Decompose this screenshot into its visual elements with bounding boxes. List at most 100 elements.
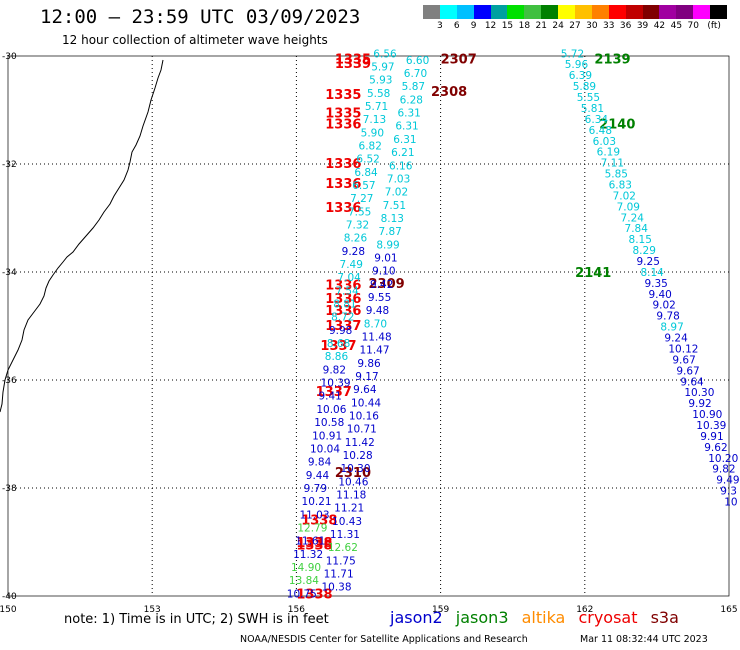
x-tick-label: 156 <box>288 605 305 615</box>
wave-height-value: 8.86 <box>325 351 349 363</box>
track-time-label: 1338 <box>296 587 332 602</box>
wave-height-value: 8.29 <box>633 245 656 257</box>
wave-height-value: 11.75 <box>326 555 356 567</box>
wave-height-value: 9.67 <box>676 365 699 377</box>
legend-label: 27 <box>569 21 581 31</box>
track-time-label: 1336 <box>325 278 361 293</box>
wave-height-value: 5.81 <box>581 103 604 115</box>
legend-label: 70 <box>687 21 699 31</box>
wave-height-value: 9.98 <box>329 325 352 337</box>
wave-height-value: 10.71 <box>347 424 377 436</box>
wave-height-value: 8.68 <box>327 338 350 350</box>
wave-height-value: 7.55 <box>348 206 371 218</box>
sat-cryosat: cryosat <box>578 608 638 627</box>
wave-height-value: 7.54 <box>335 285 359 297</box>
wave-height-value: 9.49 <box>716 475 739 487</box>
wave-height-value: 13.84 <box>289 575 319 587</box>
wave-height-value: 5.55 <box>577 92 600 104</box>
wave-height-value: 9.17 <box>355 371 378 383</box>
track-time-label: 1336 <box>325 118 361 133</box>
sat-jason2: jason2 <box>390 608 443 627</box>
wave-height-value: 7.51 <box>383 200 406 212</box>
legend-label: 24 <box>552 21 564 31</box>
wave-height-value: 11.18 <box>336 490 366 502</box>
wave-height-value: 10.12 <box>668 343 698 355</box>
wave-height-value: 6.21 <box>391 147 414 159</box>
wave-height-value: 8.15 <box>629 234 652 246</box>
wave-height-value: 7.02 <box>385 187 408 199</box>
wave-height-value: 8.72 <box>331 312 354 324</box>
y-tick-label: -34 <box>2 268 17 278</box>
map-frame <box>7 55 730 597</box>
wave-height-value: 10.58 <box>314 417 344 429</box>
axis-tick-labels: 150 153 156 159 162 165 -30 -32 -34 -36 -38 -40 <box>0 52 738 615</box>
wave-height-value: 9.64 <box>353 384 377 396</box>
track-time-label: 1335 <box>325 88 361 103</box>
legend-label: 30 <box>586 21 598 31</box>
x-tick-label: 162 <box>576 605 593 615</box>
wave-height-value: 10.20 <box>708 453 738 465</box>
wave-height-value: 9.91 <box>700 431 723 443</box>
australia-coastline <box>0 59 164 413</box>
wave-height-value: 8.26 <box>344 233 368 245</box>
wave-height-value: 9.82 <box>712 464 735 476</box>
wave-height-value: 11.47 <box>359 345 389 357</box>
chart-title: 12:00 – 23:59 UTC 03/09/2023 <box>40 6 361 28</box>
wave-height-value: 10.39 <box>696 420 726 432</box>
wave-height-value: 5.97 <box>371 61 394 73</box>
wave-height-value: 10.90 <box>692 409 722 421</box>
wave-height-value: 6.70 <box>404 68 427 80</box>
wave-height-value: 9.86 <box>357 358 381 370</box>
wave-height-value: 9.35 <box>644 278 667 290</box>
wave-height-value: 7.24 <box>621 212 645 224</box>
wave-height-value: 9.92 <box>688 398 711 410</box>
wave-height-value: 10.43 <box>332 516 362 528</box>
wave-height-value: 6.60 <box>406 55 429 67</box>
legend-swatch-15 <box>676 5 694 19</box>
wave-height-value: 10.38 <box>321 582 351 594</box>
y-tick-label: -30 <box>2 52 17 62</box>
wave-height-value: 10.21 <box>302 496 332 508</box>
wave-height-value: 11.21 <box>334 503 364 515</box>
track-time-label: 1336 <box>325 304 361 319</box>
wave-height-value: 6.28 <box>400 94 423 106</box>
legend-swatch-0 <box>423 5 440 19</box>
legend-swatch-12 <box>625 5 643 19</box>
wave-height-value: 9.3 <box>720 486 737 498</box>
wave-height-value: 9.25 <box>637 256 660 268</box>
wave-height-value: 10.39 <box>321 378 351 390</box>
wave-height-value: 5.90 <box>361 127 384 139</box>
wave-height-value: 10.06 <box>316 404 346 416</box>
timestamp: Mar 11 08:32:44 UTC 2023 <box>580 634 708 645</box>
wave-height-value: 9.41 <box>318 391 341 403</box>
wave-height-value: 7.84 <box>625 223 649 235</box>
wave-height-value: 10.91 <box>312 430 342 442</box>
coastline <box>0 59 164 413</box>
wave-height-value: 7.32 <box>346 220 369 232</box>
wave-height-value: 6.16 <box>389 160 413 172</box>
x-tick-label: 159 <box>432 605 449 615</box>
track-time-label: 1336 <box>325 177 361 192</box>
wave-height-value: 7.13 <box>363 114 386 126</box>
y-tick-label: -36 <box>2 376 17 386</box>
wave-height-value: 9.55 <box>368 292 391 304</box>
wave-height-value: 5.58 <box>367 88 390 100</box>
wave-height-value: 6.48 <box>589 125 612 137</box>
y-tick-label: -40 <box>2 592 17 602</box>
wave-height-value: 9.10 <box>372 266 395 278</box>
wave-height-value: 7.49 <box>340 259 363 271</box>
track-time-label: 1338 <box>301 513 337 528</box>
wave-height-value: 5.87 <box>402 81 425 93</box>
satellite-legend: jason2 jason3 altika cryosat s3a <box>390 608 687 627</box>
wave-height-value: 11.03 <box>299 509 329 521</box>
wave-height-value: 9.84 <box>308 457 332 469</box>
legend-label: 3 <box>437 21 443 31</box>
sat-jason3: jason3 <box>455 608 509 627</box>
credit-line: NOAA/NESDIS Center for Satellite Applica… <box>240 634 528 645</box>
wave-height-value: 6.31 <box>393 134 416 146</box>
track-time-label: 1336 <box>325 201 361 216</box>
legend-label: 15 <box>501 21 514 31</box>
legend-swatch-2 <box>456 5 474 19</box>
wave-height-value: 7.11 <box>601 158 624 170</box>
